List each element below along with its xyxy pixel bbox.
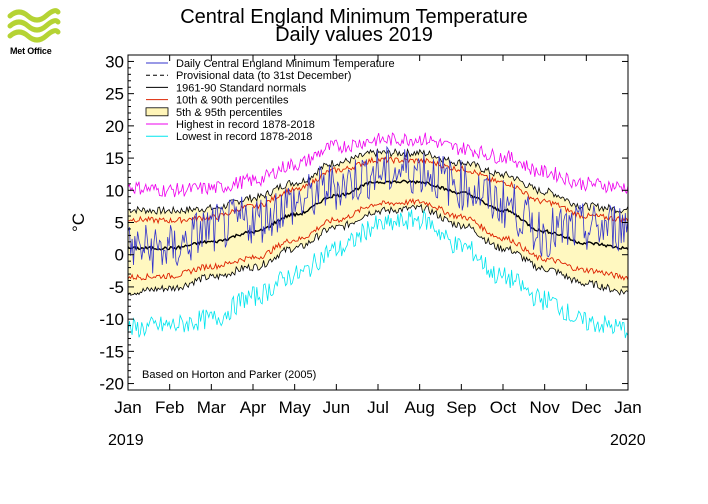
x-tick-label: Jan xyxy=(114,398,141,417)
y-tick-label: -5 xyxy=(109,278,124,297)
x-tick-label: Oct xyxy=(490,398,517,417)
line-p5 xyxy=(127,203,629,296)
footnote: Based on Horton and Parker (2005) xyxy=(142,369,316,381)
line-highest xyxy=(127,132,629,198)
year-end: 2020 xyxy=(610,432,646,449)
y-tick-label: 30 xyxy=(105,52,124,71)
x-tick-label: Nov xyxy=(530,398,561,417)
y-tick-label: 10 xyxy=(105,181,124,200)
line-lowest xyxy=(127,209,629,339)
x-tick-label: Dec xyxy=(571,398,602,417)
legend-label: 5th & 95th percentiles xyxy=(176,107,283,119)
y-tick-label: 15 xyxy=(105,149,124,168)
y-tick-label: -15 xyxy=(99,342,124,361)
line-p95 xyxy=(127,147,629,215)
x-tick-label: Mar xyxy=(197,398,227,417)
met-office-waves-icon xyxy=(7,8,61,43)
y-axis-label: °C xyxy=(69,213,88,232)
met-office-logo: Met Office xyxy=(6,6,62,56)
x-tick-label: Sep xyxy=(446,398,476,417)
x-tick-label: May xyxy=(279,398,312,417)
y-tick-label: 5 xyxy=(115,214,124,233)
y-tick-label: -10 xyxy=(99,310,124,329)
line-daily-2019 xyxy=(127,145,629,274)
legend-swatch xyxy=(145,107,169,117)
y-tick-label: 20 xyxy=(105,117,124,136)
chart-title: Central England Minimum Temperature xyxy=(180,6,528,28)
x-tick-label: Jul xyxy=(367,398,389,417)
y-tick-label: 0 xyxy=(115,246,124,265)
x-tick-label: Jun xyxy=(323,398,350,417)
x-tick-label: Jan xyxy=(614,398,641,417)
legend-label: Provisional data (to 31st December) xyxy=(176,70,351,82)
x-tick-label: Aug xyxy=(405,398,435,417)
legend-label: 1961-90 Standard normals xyxy=(176,82,307,94)
legend-label: 10th & 90th percentiles xyxy=(176,95,289,107)
legend-label: Highest in record 1878-2018 xyxy=(176,119,315,131)
y-tick-label: 25 xyxy=(105,85,124,104)
legend-label: Lowest in record 1878-2018 xyxy=(176,131,312,143)
year-start: 2019 xyxy=(108,432,144,449)
legend-label: Daily Central England Minimum Temperatur… xyxy=(176,58,395,70)
line-p10 xyxy=(127,197,629,281)
logo-text: Met Office xyxy=(10,46,52,56)
y-tick-label: -20 xyxy=(99,375,124,394)
x-tick-label: Apr xyxy=(240,398,267,417)
x-tick-label: Feb xyxy=(155,398,184,417)
chart-subtitle: Daily values 2019 xyxy=(275,24,433,46)
